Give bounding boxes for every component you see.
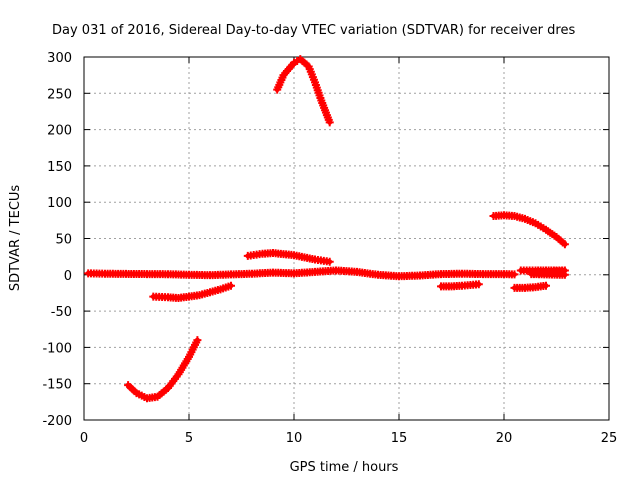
series-baseline-0-7: [84, 266, 519, 281]
series-arc-80: [489, 211, 569, 249]
data-marks: [84, 55, 569, 403]
y-tick-label: 150: [47, 160, 72, 175]
y-tick-label: -50: [51, 305, 72, 320]
chart-title: Day 031 of 2016, Sidereal Day-to-day VTE…: [52, 23, 575, 38]
y-tick-label: 100: [47, 196, 72, 211]
x-tick-label: 10: [286, 431, 303, 446]
y-tick-label: 200: [47, 124, 72, 139]
series-arc-190: [124, 336, 202, 403]
y-tick-label: -150: [42, 378, 72, 393]
x-tick-label: 15: [391, 431, 408, 446]
data-point: [542, 281, 550, 290]
x-tick-label: 0: [80, 431, 88, 446]
y-tick-label: 0: [64, 269, 72, 284]
series-arc-peak: [273, 55, 334, 127]
y-axis-label: SDTVAR / TECUs: [8, 185, 23, 292]
y-tick-label: 250: [47, 87, 72, 102]
data-point: [325, 118, 334, 127]
y-tick-label: -200: [42, 414, 72, 429]
axis-ticks: 0 5 10 15 20 25 -200 -150 -100 -50 0 50 100 150 200 250…: [42, 51, 617, 446]
data-point: [227, 281, 235, 290]
x-tick-label: 5: [185, 431, 193, 446]
data-point: [560, 240, 569, 249]
series-arc-25: [243, 249, 334, 266]
x-tick-label: 25: [601, 431, 618, 446]
series-block-5: [516, 266, 569, 279]
series-arc-minus30: [149, 281, 235, 303]
data-point: [510, 270, 519, 279]
x-tick-label: 20: [496, 431, 513, 446]
grid: [84, 57, 609, 420]
series-short-minus17: [510, 281, 550, 292]
data-point: [325, 257, 334, 266]
series-short-minus14: [437, 280, 483, 291]
y-tick-label: -100: [42, 341, 72, 356]
x-axis-label: GPS time / hours: [290, 460, 399, 475]
data-point: [560, 270, 569, 279]
y-tick-label: 50: [55, 233, 72, 248]
data-point: [474, 280, 483, 289]
y-tick-label: 300: [47, 51, 72, 66]
data-point: [193, 336, 202, 345]
